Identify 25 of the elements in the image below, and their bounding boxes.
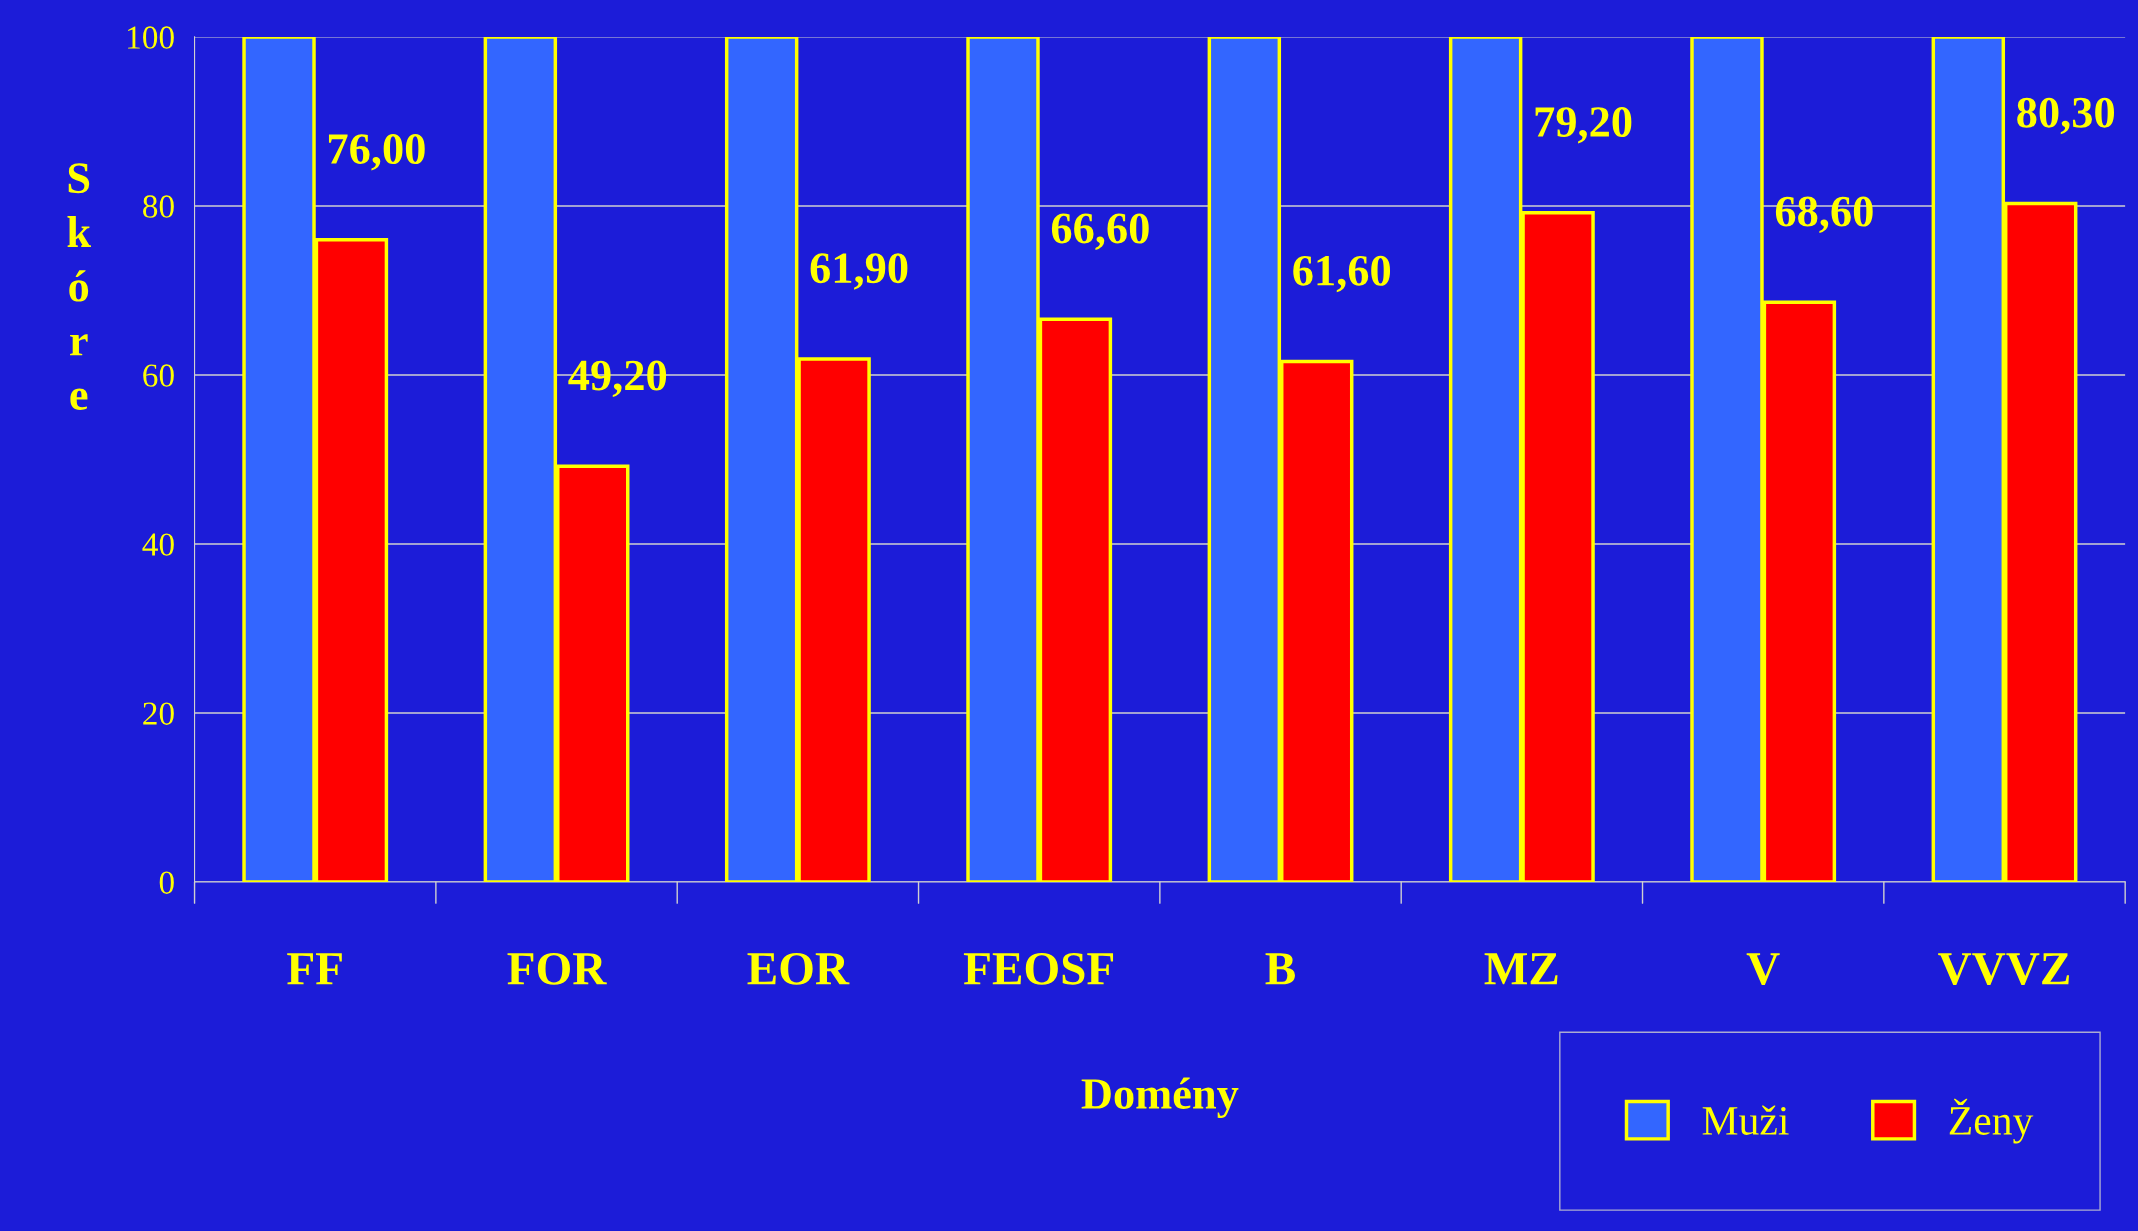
y-tick-label: 20 xyxy=(143,702,174,725)
x-axis-title: Domény xyxy=(1081,1077,1239,1119)
x-tick-label: VVVZ xyxy=(1938,953,2070,985)
data-label: 61,60 xyxy=(1293,255,1391,293)
legend-label: Muži xyxy=(1702,1105,1789,1135)
x-tick-label: EOR xyxy=(747,952,850,985)
x-tick-label: FEOSF xyxy=(963,952,1114,985)
y-tick-label: 40 xyxy=(142,533,174,556)
data-label: 66,60 xyxy=(1051,213,1149,250)
x-tick-label: V xyxy=(1746,953,1780,985)
x-tick-label: B xyxy=(1265,953,1295,985)
y-tick-label: 80 xyxy=(143,195,174,218)
x-tick-label: MZ xyxy=(1484,953,1558,985)
y-tick-label: 0 xyxy=(159,871,174,894)
legend-label: Ženy xyxy=(1949,1098,2034,1144)
y-tick-label: 100 xyxy=(128,26,174,49)
x-tick-label: FF xyxy=(287,953,342,985)
data-label: 61,90 xyxy=(810,253,908,290)
y-axis-title: Skóre xyxy=(67,163,92,410)
data-label: 79,20 xyxy=(1535,107,1632,144)
y-tick-label: 60 xyxy=(143,364,174,387)
data-label: 68,60 xyxy=(1775,196,1873,234)
x-tick-label: FOR xyxy=(507,952,607,985)
data-label: 80,30 xyxy=(2017,97,2115,135)
data-label: 76,00 xyxy=(328,134,425,171)
